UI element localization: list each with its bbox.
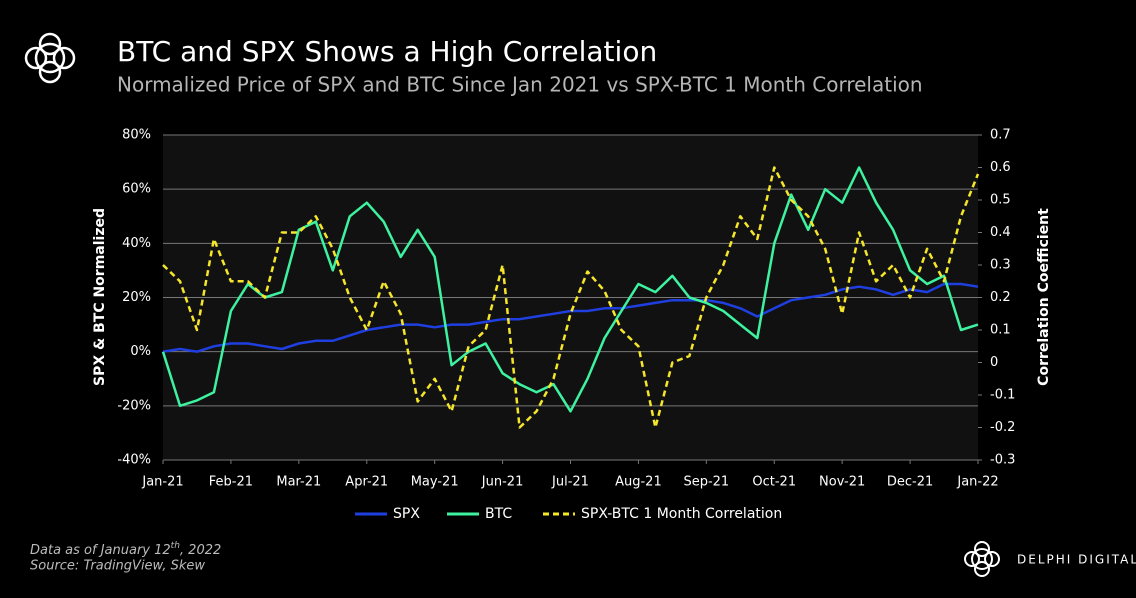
note-sup: th (171, 541, 181, 551)
x-tick-label: Jan-22 (956, 475, 998, 490)
x-tick-label: Mar-21 (276, 475, 321, 490)
brand-logo (964, 541, 1000, 577)
chart-subtitle: Normalized Price of SPX and BTC Since Ja… (117, 73, 923, 97)
x-tick-label: Oct-21 (752, 475, 796, 490)
y2-tick-label: 0 (990, 355, 998, 370)
x-tick-label: Feb-21 (209, 475, 253, 490)
y-tick-label: -40% (117, 453, 151, 468)
note-text: , 2022 (180, 543, 221, 558)
y2-tick-label: 0.6 (990, 160, 1011, 175)
y2-tick-label: 0.3 (990, 258, 1011, 273)
y-tick-label: 0% (130, 344, 151, 359)
legend-label: SPX (393, 506, 420, 522)
note: Data as of January 12th, 2022 (30, 541, 221, 558)
note-text: Data as of January 12 (30, 543, 171, 558)
series-line (161, 166, 979, 413)
x-tick-label: Jun-21 (481, 475, 524, 490)
x-tick-label: Jul-21 (551, 475, 589, 490)
y-tick-label: 20% (122, 290, 151, 305)
x-tick-label: May-21 (411, 475, 459, 490)
y2-tick-label: -0.3 (990, 453, 1015, 468)
y2-tick-label: 0.7 (990, 128, 1011, 143)
x-tick-label: Nov-21 (819, 475, 865, 490)
x-tick-label: Aug-21 (615, 475, 662, 490)
y-tick-label: 60% (122, 182, 151, 197)
y2-tick-label: 0.4 (990, 225, 1011, 240)
y2-tick-label: -0.2 (990, 420, 1015, 435)
logo (24, 32, 76, 84)
y-tick-label: 80% (122, 128, 151, 143)
legend-label: BTC (485, 506, 512, 522)
y2-tick-label: 0.2 (990, 290, 1011, 305)
x-tick-label: Dec-21 (887, 475, 933, 490)
x-tick-label: Apr-21 (345, 475, 388, 490)
brand: DELPHI DIGITAL (1017, 553, 1136, 567)
y2-tick-label: 0.5 (990, 193, 1011, 208)
x-tick-label: Sep-21 (683, 475, 729, 490)
chart-title: BTC and SPX Shows a High Correlation (117, 35, 657, 68)
legend-label: SPX-BTC 1 Month Correlation (581, 506, 782, 522)
y2-axis-label: Correlation Coefficient (1036, 208, 1052, 386)
y-axis-label: SPX & BTC Normalized (92, 208, 108, 386)
y2-tick-label: -0.1 (990, 388, 1015, 403)
y-tick-label: -20% (117, 398, 151, 413)
y-tick-label: 40% (122, 236, 151, 251)
y2-tick-label: 0.1 (990, 323, 1011, 338)
source: Source: TradingView, Skew (30, 559, 205, 574)
x-tick-label: Jan-21 (141, 475, 183, 490)
